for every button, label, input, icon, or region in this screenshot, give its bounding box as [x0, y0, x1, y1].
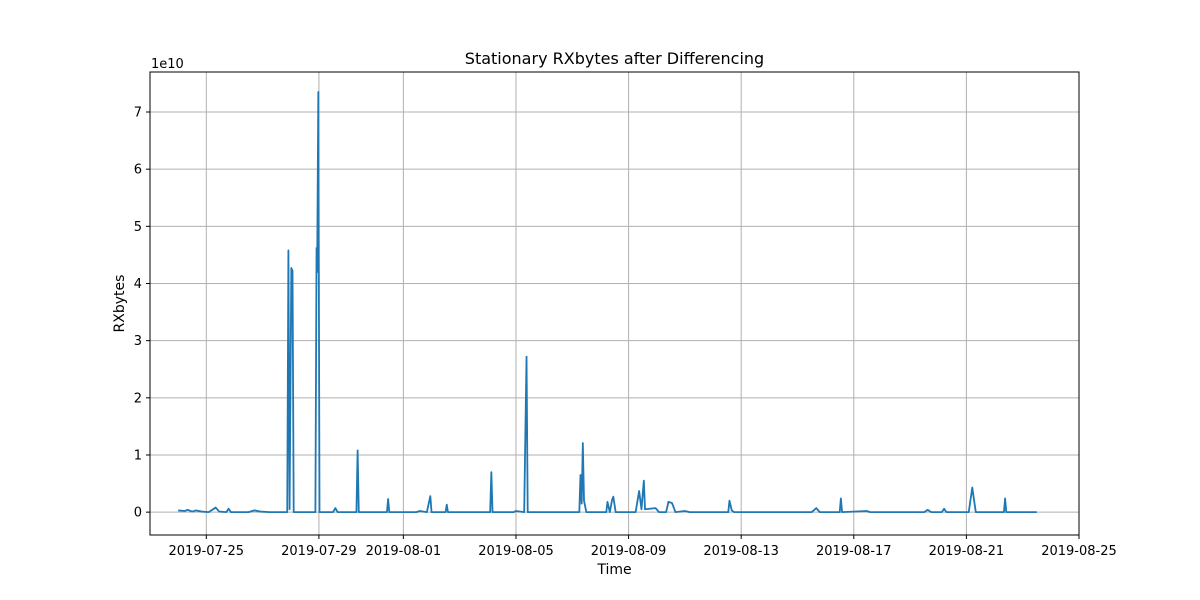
- y-tick-label: 5: [134, 220, 142, 235]
- series-line: [178, 91, 1037, 514]
- y-axis-multiplier: 1e10: [151, 57, 184, 72]
- series: [178, 91, 1037, 514]
- x-tick-label: 2019-07-29: [281, 544, 357, 559]
- y-axis-ticks: 0 1 2 3 4 5 6 7: [134, 106, 150, 521]
- y-tick-label: 7: [134, 106, 142, 121]
- y-axis-label: RXbytes: [112, 275, 128, 333]
- y-tick-label: 0: [134, 506, 142, 521]
- x-axis-label: Time: [596, 562, 631, 578]
- x-tick-label: 2019-08-05: [478, 544, 554, 559]
- y-tick-label: 4: [134, 277, 142, 292]
- x-axis-ticks: 2019-07-25 2019-07-29 2019-08-01 2019-08-05…: [169, 535, 1117, 559]
- y-tick-label: 6: [134, 163, 142, 178]
- x-tick-label: 2019-08-17: [816, 544, 892, 559]
- chart-title: Stationary RXbytes after Differencing: [465, 49, 764, 68]
- x-tick-label: 2019-08-13: [703, 544, 779, 559]
- y-tick-label: 1: [134, 448, 142, 463]
- y-tick-label: 3: [134, 334, 142, 349]
- x-tick-label: 2019-08-25: [1041, 544, 1117, 559]
- x-tick-label: 2019-07-25: [169, 544, 245, 559]
- x-tick-label: 2019-08-01: [366, 544, 442, 559]
- plot-frame: [149, 71, 1080, 536]
- x-tick-label: 2019-08-21: [929, 544, 1005, 559]
- x-tick-label: 2019-08-09: [591, 544, 667, 559]
- y-tick-label: 2: [134, 391, 142, 406]
